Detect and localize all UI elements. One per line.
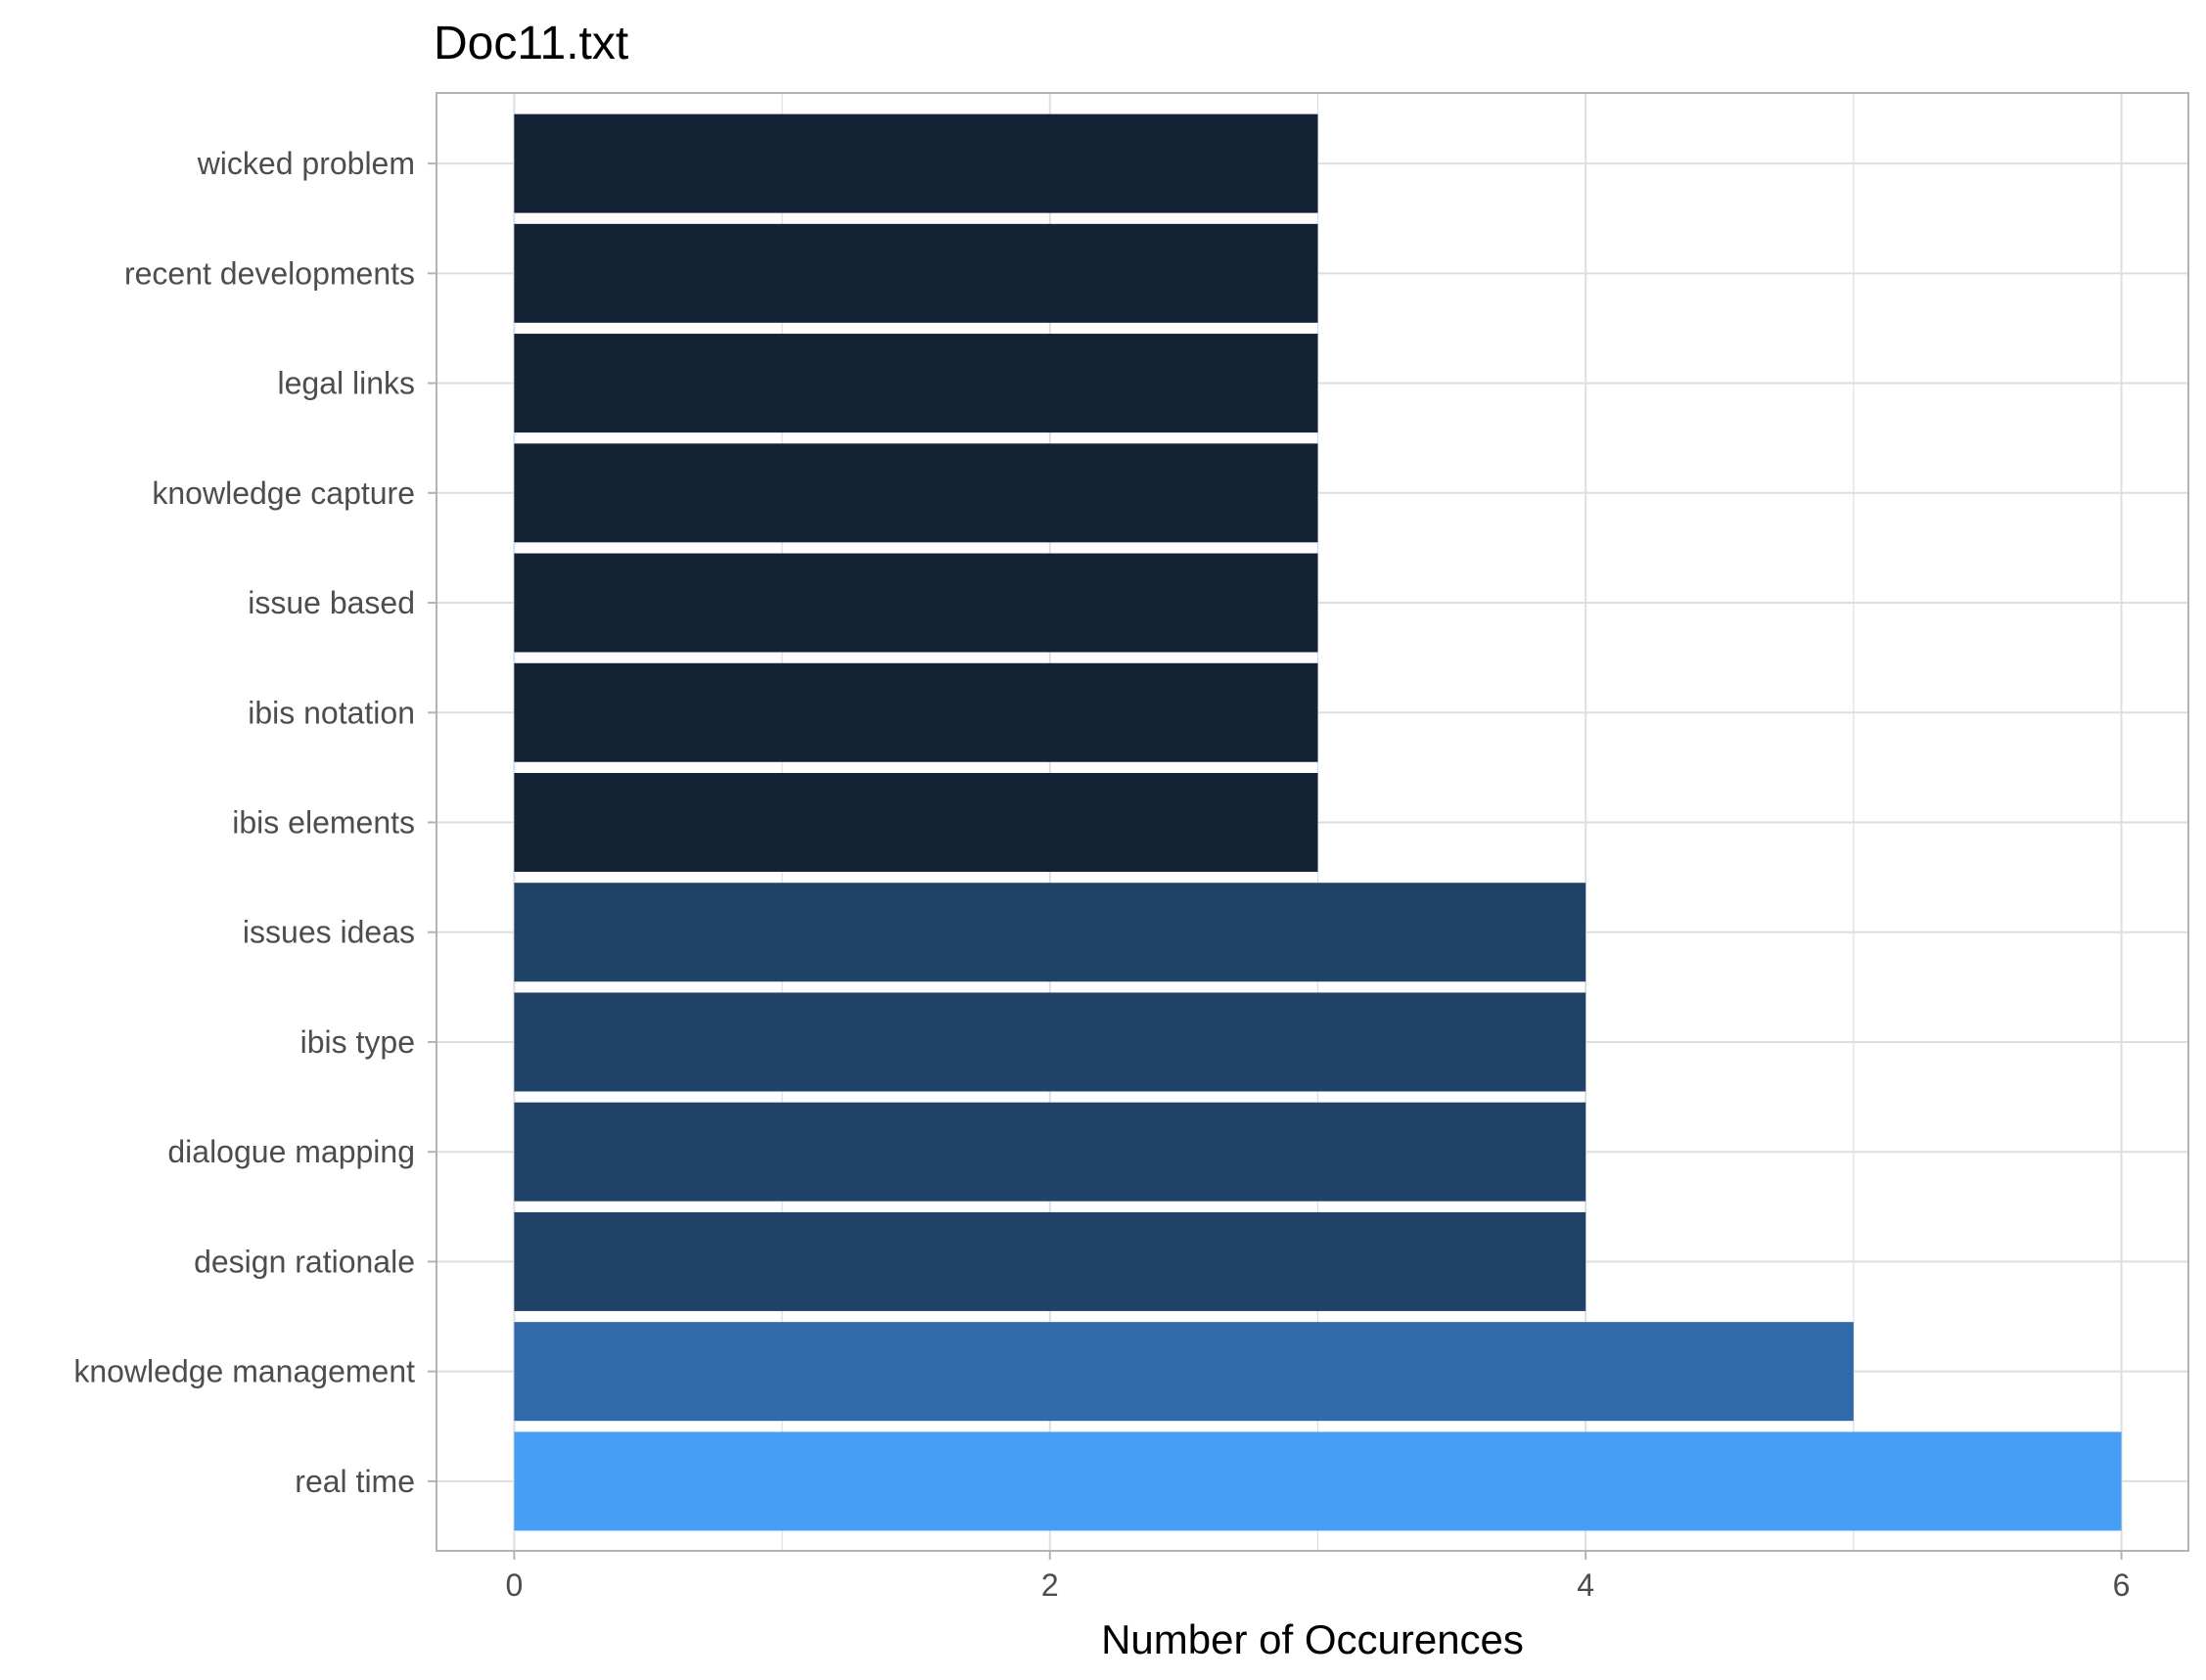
y-tick-label: design rationale bbox=[194, 1244, 415, 1279]
x-tick-label: 4 bbox=[1577, 1567, 1594, 1603]
bar-legal-links bbox=[514, 334, 1318, 433]
bar-recent-developments bbox=[514, 223, 1318, 323]
y-tick-label: real time bbox=[295, 1464, 415, 1499]
bar-real-time bbox=[514, 1431, 2122, 1531]
y-axis-ticks: wicked problem recent developments legal l… bbox=[73, 146, 437, 1499]
bar-ibis-notation bbox=[514, 662, 1318, 762]
y-tick-label: ibis elements bbox=[232, 805, 415, 840]
y-tick-label: wicked problem bbox=[197, 146, 415, 181]
bar-ibis-type bbox=[514, 992, 1586, 1092]
bar-wicked-problem bbox=[514, 114, 1318, 213]
bar-issue-based bbox=[514, 553, 1318, 653]
y-tick-label: legal links bbox=[277, 366, 415, 401]
x-axis-label: Number of Occurences bbox=[1101, 1616, 1524, 1662]
y-tick-label: issues ideas bbox=[243, 915, 415, 950]
bars bbox=[514, 114, 2122, 1531]
x-tick-label: 0 bbox=[505, 1567, 523, 1603]
bar-dialogue-mapping bbox=[514, 1102, 1586, 1202]
y-tick-label: knowledge capture bbox=[152, 476, 415, 511]
x-axis-ticks: 0 2 4 6 bbox=[505, 1551, 2130, 1603]
y-tick-label: ibis notation bbox=[248, 695, 415, 730]
bar-issues-ideas bbox=[514, 883, 1586, 982]
bar-ibis-elements bbox=[514, 772, 1318, 873]
bar-design-rationale bbox=[514, 1211, 1586, 1311]
bar-knowledge-management bbox=[514, 1322, 1854, 1422]
x-tick-label: 6 bbox=[2113, 1567, 2131, 1603]
y-tick-label: recent developments bbox=[124, 255, 415, 291]
bar-knowledge-capture bbox=[514, 443, 1318, 543]
y-tick-label: ibis type bbox=[300, 1024, 415, 1060]
chart-title: Doc11.txt bbox=[434, 18, 628, 69]
y-tick-label: issue based bbox=[248, 585, 415, 620]
y-tick-label: dialogue mapping bbox=[167, 1134, 415, 1169]
x-tick-label: 2 bbox=[1041, 1567, 1059, 1603]
y-tick-label: knowledge management bbox=[73, 1354, 415, 1389]
